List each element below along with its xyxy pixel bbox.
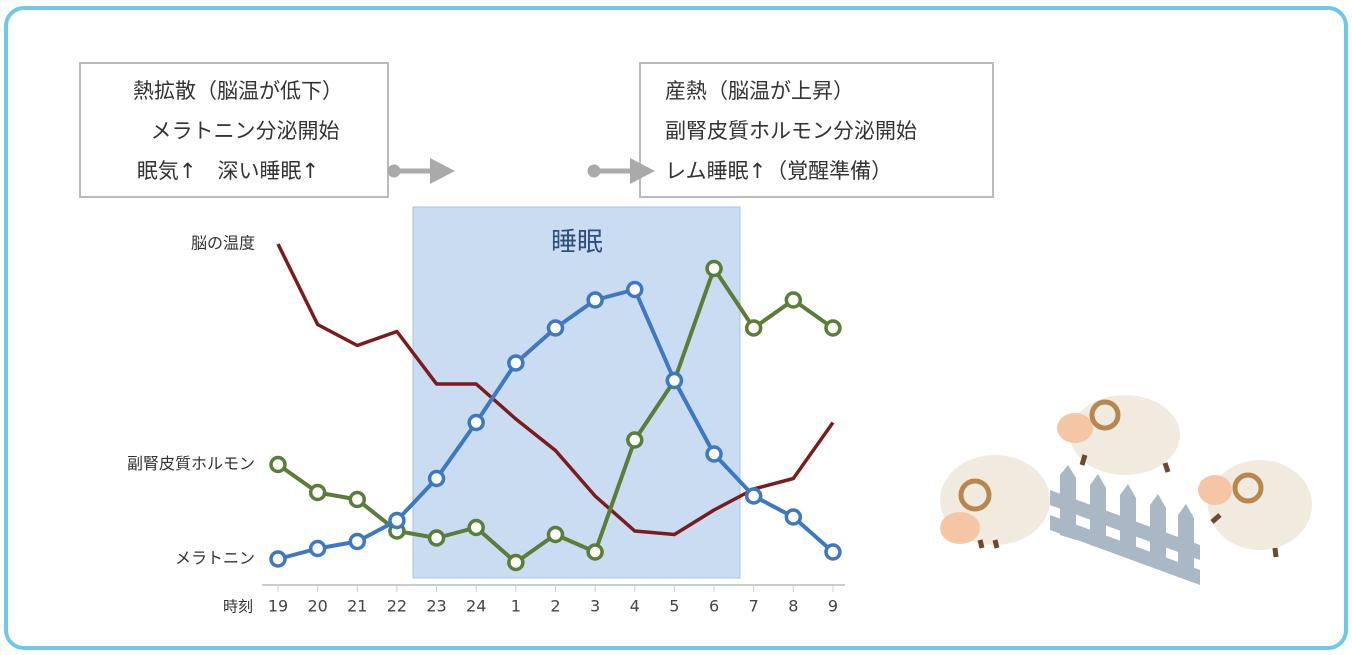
point xyxy=(467,413,485,432)
point xyxy=(269,455,287,474)
point xyxy=(744,319,763,337)
point xyxy=(427,469,446,488)
point xyxy=(626,431,644,449)
point xyxy=(784,508,803,526)
point xyxy=(705,259,723,278)
x-tick-label: 3 xyxy=(590,597,600,616)
series-line xyxy=(276,243,835,537)
x-tick-label: 21 xyxy=(347,597,367,616)
x-tick-label: 1 xyxy=(511,597,521,616)
point xyxy=(507,553,525,572)
series-label: メラトニン xyxy=(175,549,255,568)
x-tick-label: 22 xyxy=(387,597,407,616)
x-axis-label: 時刻 xyxy=(223,598,253,616)
point xyxy=(824,543,842,561)
point xyxy=(665,371,684,390)
series-label: 副腎皮質ホルモン xyxy=(127,454,255,473)
x-tick-label: 23 xyxy=(426,597,446,616)
point xyxy=(824,319,842,337)
left-box xyxy=(79,62,389,198)
arrow xyxy=(387,158,655,184)
box-text: レム睡眠↑（覚醒準備） xyxy=(665,159,892,183)
x-tick-label: 5 xyxy=(669,597,679,616)
box-text: 産熱（脳温が上昇） xyxy=(665,79,854,103)
box-text: 副腎皮質ホルモン分泌開始 xyxy=(665,119,917,143)
x-tick-label: 4 xyxy=(630,597,640,616)
x-tick-label: 7 xyxy=(749,597,759,616)
x-tick-label: 8 xyxy=(788,597,798,616)
x-tick-label: 9 xyxy=(828,597,838,616)
point xyxy=(586,291,604,309)
point xyxy=(467,518,485,537)
x-tick-label: 6 xyxy=(709,597,719,616)
point xyxy=(388,511,406,530)
box-text: メラトニン分泌開始 xyxy=(151,119,340,143)
box-text: 眠気↑ 深い睡眠↑ xyxy=(137,159,319,183)
point xyxy=(546,319,565,337)
point xyxy=(348,490,367,509)
point xyxy=(308,483,327,502)
series-label: 脳の温度 xyxy=(191,234,255,253)
sheep-illustration xyxy=(940,395,1312,585)
point xyxy=(427,529,446,547)
point xyxy=(269,550,287,568)
point xyxy=(546,525,565,544)
point xyxy=(308,539,327,558)
point xyxy=(507,354,525,372)
point xyxy=(586,543,604,561)
point xyxy=(626,280,644,299)
point xyxy=(784,291,803,309)
x-tick-label: 24 xyxy=(466,597,486,616)
region-label: 睡眠 xyxy=(551,228,603,258)
point xyxy=(348,532,367,551)
x-tick-label: 20 xyxy=(307,597,327,616)
x-tick-label: 2 xyxy=(550,597,560,616)
box-text: 熱拡散（脳温が低下） xyxy=(133,79,343,103)
point xyxy=(705,445,723,463)
point xyxy=(744,487,763,505)
sleep-region xyxy=(412,206,741,579)
right-box xyxy=(639,62,994,198)
x-tick-label: 19 xyxy=(268,597,288,616)
